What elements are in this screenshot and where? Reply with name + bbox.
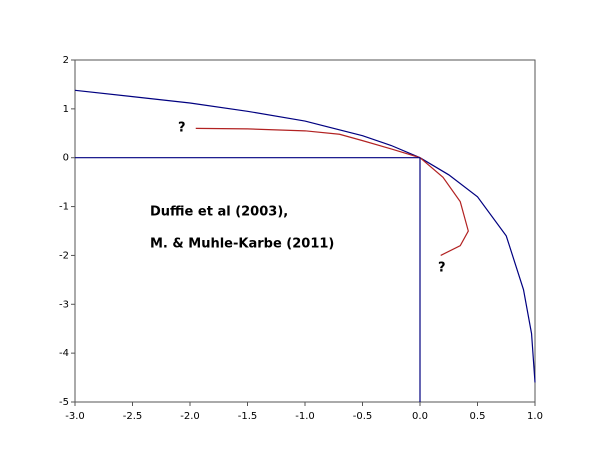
y-tick-label: 1 — [63, 104, 69, 115]
y-tick-label: -2 — [59, 250, 69, 261]
y-tick-label: 2 — [63, 55, 69, 66]
x-tick-label: -0.5 — [353, 411, 373, 422]
x-tick-label: -1.0 — [295, 411, 315, 422]
annotation: M. & Muhle-Karbe (2011) — [150, 237, 334, 252]
line — [195, 127, 469, 256]
line — [74, 89, 536, 383]
y-tick-label: 0 — [63, 153, 69, 164]
x-tick-label: 1.0 — [527, 411, 543, 422]
y-tick-label: -4 — [59, 348, 69, 359]
x-tick-label: 0.0 — [412, 411, 428, 422]
annotation: ? — [178, 121, 186, 136]
x-tick-label: -1.5 — [238, 411, 258, 422]
x-tick-label: 0.5 — [470, 411, 486, 422]
x-tick-label: -2.5 — [123, 411, 143, 422]
x-tick-label: -2.0 — [180, 411, 200, 422]
y-tick-label: -3 — [59, 299, 69, 310]
annotation: ? — [438, 261, 446, 276]
y-tick-label: -5 — [59, 397, 69, 408]
x-tick-label: -3.0 — [65, 411, 85, 422]
plot-frame — [74, 59, 536, 403]
y-tick-label: -1 — [59, 202, 69, 213]
annotation: Duffie et al (2003), — [150, 205, 288, 220]
